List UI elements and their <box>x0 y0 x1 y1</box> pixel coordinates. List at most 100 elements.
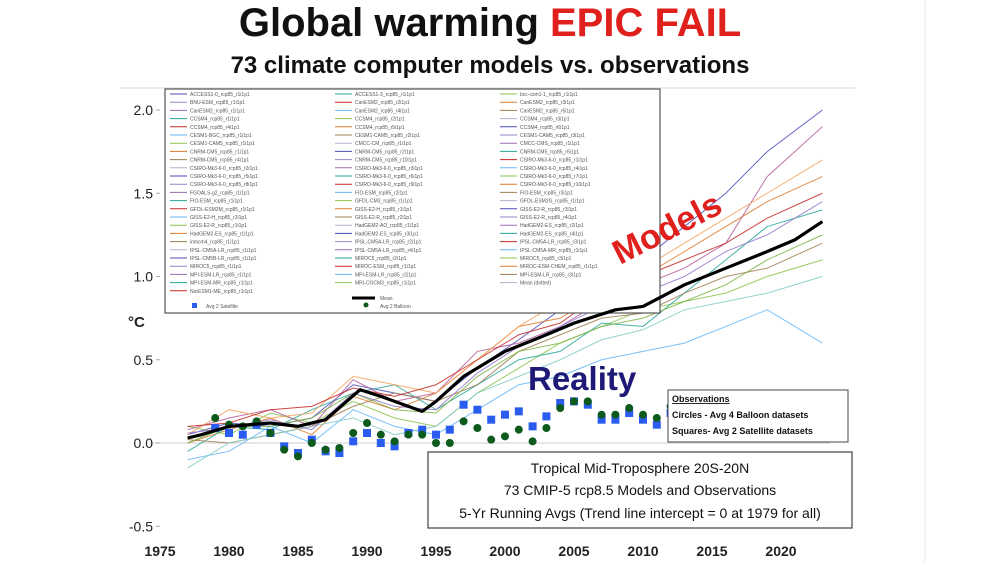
legend-entry: CNRM-CM5_rcp85_r10i1p1 <box>355 158 417 164</box>
legend-entry: HadGEM2-ES_rcp85_r2i1p1 <box>520 223 584 229</box>
model-line-8 <box>187 159 823 436</box>
balloon-point <box>307 439 316 447</box>
satellite-point <box>390 442 399 451</box>
legend-entry: ACCESS1-3_rcp85_r1i1p1 <box>355 92 415 98</box>
legend-entry: GFDL-CM3_rcp85_r1i1p1 <box>355 199 413 205</box>
legend-entry: CNRM-CM5_rcp85_r6i1p1 <box>520 149 579 155</box>
legend-entry: FGOALS-g2_rcp85_r1i1p1 <box>190 190 250 196</box>
legend-entry: BNU-ESM_rcp85_r1i1p1 <box>190 100 245 106</box>
legend-entry: CCSM4_rcp85_r4i1p1 <box>190 125 240 131</box>
satellite-point <box>556 399 565 408</box>
satellite-point <box>542 412 551 421</box>
observations-box: Observations Circles - Avg 4 Balloon dat… <box>667 389 849 443</box>
legend-entry: HadGEM2-ES_rcp85_r4i1p1 <box>520 231 584 237</box>
legend-entry: CCSM4_rcp85_r2i1p1 <box>355 117 405 123</box>
balloon-point <box>376 430 385 439</box>
y-tick-label: 2.0 <box>134 102 154 118</box>
info-line-2: 73 CMIP-5 rcp8.5 Models and Observations <box>504 482 776 498</box>
legend-entry: HadGEM2-ES_rcp85_r3i1p1 <box>355 231 419 237</box>
legend-entry: CSIRO-Mk3-6-0_rcp85_r9i1p1 <box>355 182 423 188</box>
balloon-point <box>418 430 427 439</box>
x-tick-label: 2000 <box>489 543 520 559</box>
legend-entry: CNRM-CM5_rcp85_r4i1p1 <box>190 158 249 164</box>
satellite-point <box>349 437 358 446</box>
satellite-point <box>501 410 509 419</box>
legend-entry: ACCESS1-0_rcp85_r1i1p1 <box>190 92 250 98</box>
balloon-point <box>349 429 358 438</box>
satellite-point <box>528 422 537 431</box>
balloon-point <box>542 424 551 433</box>
legend-entry: CanESM2_rcp85_r4i1p1 <box>355 108 410 114</box>
legend-entry: CanESM2_rcp85_r2i1p1 <box>355 100 410 106</box>
legend-entry: CESM1-BGC_rcp85_r1i1p1 <box>190 133 252 139</box>
legend-entry: GISS-E2-R_rcp85_r4i1p1 <box>520 215 577 221</box>
satellite-point <box>238 430 247 439</box>
satellite-point <box>611 415 620 424</box>
satellite-point <box>473 405 482 414</box>
legend-entry: GISS-E2-H_rcp85_r2i1p1 <box>190 215 247 221</box>
observations-title: Observations <box>672 394 730 404</box>
legend-entry: FIO-ESM_rcp85_r1i1p1 <box>190 199 243 205</box>
legend-balloon-marker <box>363 302 369 308</box>
legend-entry: CSIRO-Mk3-6-0_rcp85_r3i1p1 <box>355 166 423 172</box>
legend-entry: MRI-CGCM3_rcp85_r1i1p1 <box>355 281 416 287</box>
legend-entry: CSIRO-Mk3-6-0_rcp85_r2i1p1 <box>190 166 258 172</box>
y-tick-label: 0.0 <box>134 435 154 451</box>
balloon-point <box>432 439 440 447</box>
legend-entry: CSIRO-Mk3-6-0_rcp85_r4i1p1 <box>520 166 588 172</box>
satellite-point <box>418 425 427 434</box>
legend-entry: CSIRO-Mk3-6-0_rcp85_r1i1p1 <box>520 158 588 164</box>
legend-entry: IPSL-CM5A-LR_rcp85_r2i1p1 <box>355 240 422 246</box>
legend-entry: CSIRO-Mk3-6-0_rcp85_r8i1p1 <box>190 182 258 188</box>
legend-entry: GFDL-ESM2G_rcp85_r1i1p1 <box>520 199 585 205</box>
balloon-point <box>266 429 275 438</box>
legend: ACCESS1-0_rcp85_r1i1p1 BNU-ESM_rcp85_r1i1… <box>164 88 661 314</box>
balloon-point <box>611 410 620 419</box>
page-title: Global warming EPIC FAIL <box>239 1 741 45</box>
legend-entry: CSIRO-Mk3-6-0_rcp85_r5i1p1 <box>190 174 258 180</box>
balloon-point <box>652 414 661 423</box>
balloon-point <box>639 410 647 419</box>
satellite-point <box>225 429 233 438</box>
legend-entry: IPSL-CM5A-LR_rcp85_r4i1p1 <box>355 248 422 254</box>
legend-entry: CMCC-CMS_rcp85_r1i1p1 <box>520 141 580 147</box>
axes: 2.0 1.5 1.0 0.5 0.0 -0.5 1975 1980 1985 1990 1995 2… <box>129 102 797 559</box>
model-line-10 <box>187 192 823 427</box>
info-line-1: Tropical Mid-Troposphere 20S-20N <box>531 460 749 476</box>
balloon-point <box>211 414 220 423</box>
mean-line-group <box>187 220 824 440</box>
balloon-point <box>556 404 565 413</box>
legend-entry: GISS-E2-R_rcp85_r1i1p1 <box>190 223 247 229</box>
satellite-point <box>597 415 606 424</box>
model-line-7 <box>187 309 823 461</box>
legend-entry: CanESM2_rcp85_r5i1p1 <box>520 108 575 114</box>
legend-entry: CESM1-CAM5_rcp85_r3i1p1 <box>520 133 585 139</box>
legend-entry: IPSL-CM5B-LR_rcp85_r1i1p1 <box>190 256 257 262</box>
legend-entry: inmcm4_rcp85_r1i1p1 <box>190 240 240 246</box>
legend-entry: CanESM2_rcp85_r1i1p1 <box>190 108 245 114</box>
model-lines <box>187 109 823 469</box>
y-tick-label: -0.5 <box>129 518 153 534</box>
legend-entry: HadGEM2-ES_rcp85_r1i1p1 <box>190 231 254 237</box>
legend-entry: IPSL-CM5A-MR_rcp85_r1i1p1 <box>520 248 588 254</box>
balloon-point <box>404 430 413 439</box>
legend-entry: CSIRO-Mk3-6-0_rcp85_r6i1p1 <box>355 174 423 180</box>
legend-entry: CCSM4_rcp85_r1i1p1 <box>190 117 240 123</box>
x-tick-label: 1990 <box>351 543 382 559</box>
x-tick-label: 2010 <box>627 543 658 559</box>
legend-entry: CSIRO-Mk3-6-0_rcp85_r7i1p1 <box>520 174 588 180</box>
satellite-point <box>459 400 468 409</box>
legend-entry: MIROC5_rcp85_r1i1p1 <box>190 264 242 270</box>
x-tick-label: 2015 <box>696 543 727 559</box>
satellite-point <box>514 407 523 416</box>
legend-entry: CCSM4_rcp85_r5i1p1 <box>355 125 405 131</box>
legend-entry: MPI-ESM-LR_rcp85_r1i1p1 <box>190 272 252 278</box>
balloon-point <box>597 410 606 419</box>
x-tick-label: 1975 <box>144 543 175 559</box>
observation-points <box>211 397 675 461</box>
title-main: Global warming <box>239 1 550 45</box>
balloon-point <box>294 452 302 461</box>
legend-entry: CNRM-CM5_rcp85_r1i1p1 <box>190 149 249 155</box>
legend-entry: CMCC-CM_rcp85_r1i1p1 <box>355 141 412 147</box>
satellite-point <box>376 439 385 447</box>
